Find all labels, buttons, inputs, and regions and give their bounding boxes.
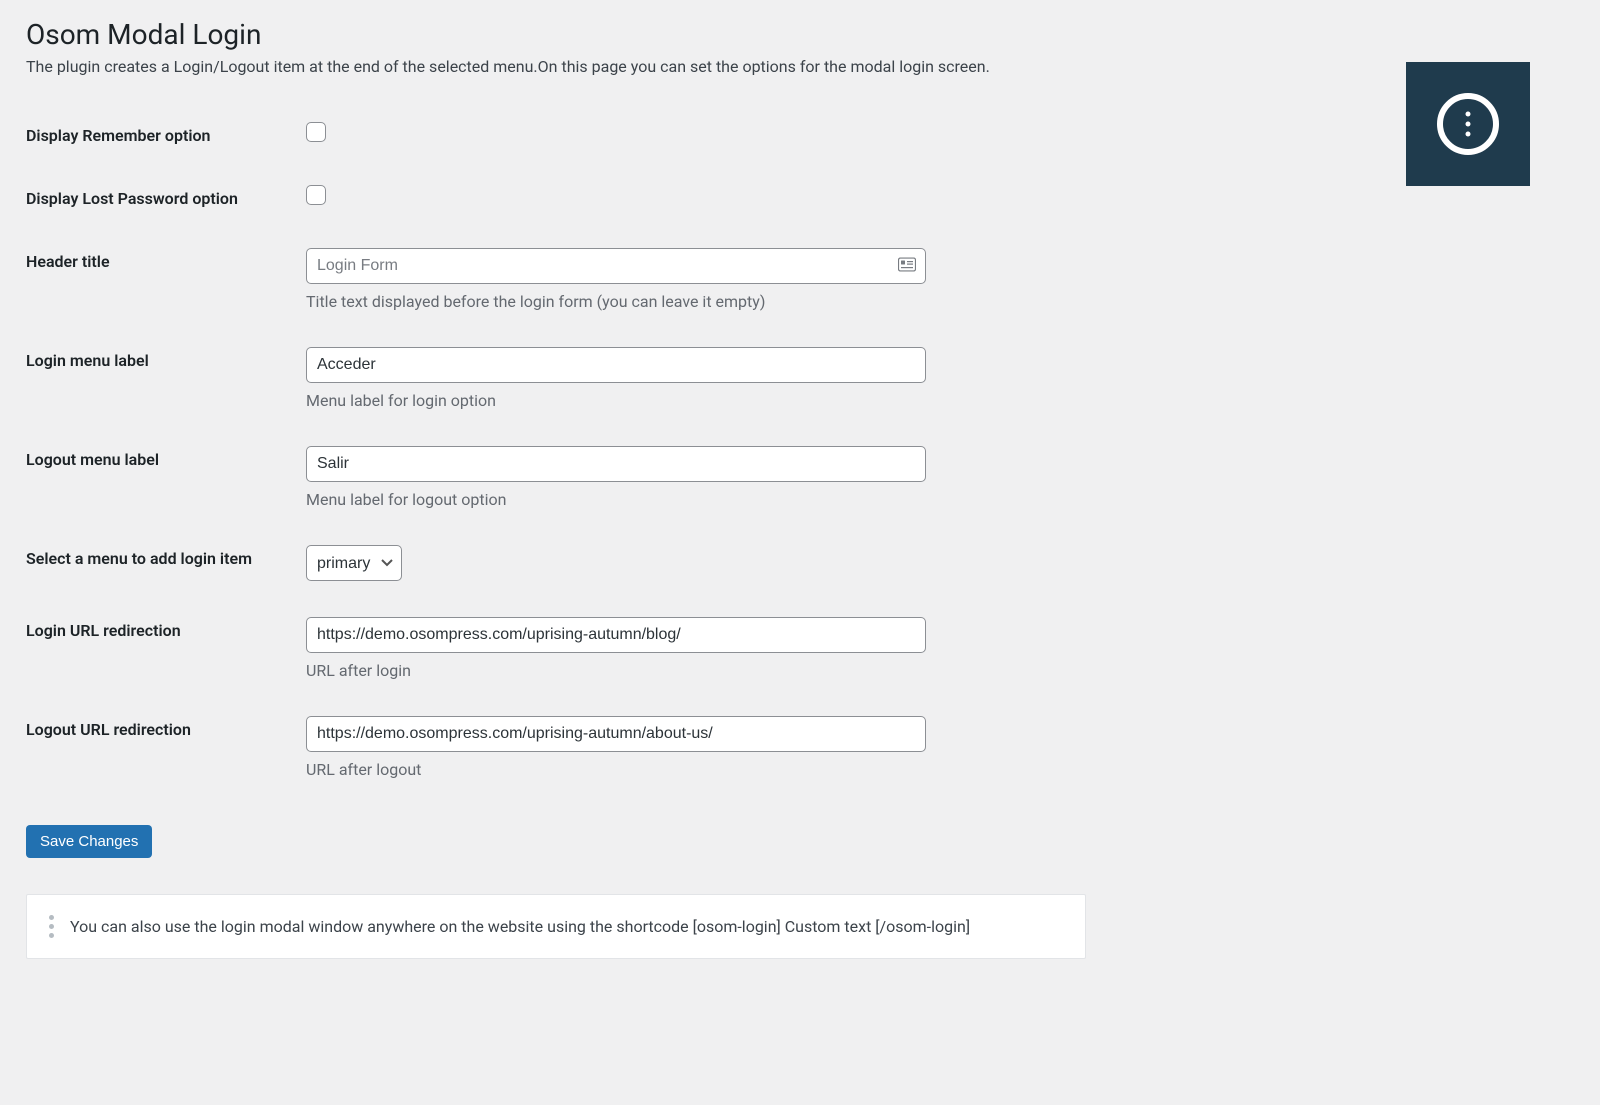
label-header-title: Header title [26,230,306,329]
row-logout-redirect: Logout URL redirection URL after logout [26,698,976,797]
label-login-redirect: Login URL redirection [26,599,306,698]
row-display-lost-password: Display Lost Password option [26,167,976,230]
shortcode-notice: You can also use the login modal window … [26,894,1086,959]
label-logout-menu-label: Logout menu label [26,428,306,527]
label-login-menu-label: Login menu label [26,329,306,428]
label-logout-redirect: Logout URL redirection [26,698,306,797]
more-vertical-icon [49,915,54,938]
plugin-logo [1406,62,1530,186]
row-logout-label: Logout menu label Menu label for logout … [26,428,976,527]
notice-text: You can also use the login modal window … [70,917,970,936]
page-description: The plugin creates a Login/Logout item a… [26,57,1076,76]
checkbox-display-remember[interactable] [306,122,326,142]
input-login-redirect[interactable] [306,617,926,653]
logo-icon [1432,88,1504,160]
desc-logout-label: Menu label for logout option [306,490,966,509]
input-header-title[interactable] [306,248,926,284]
label-menu-select: Select a menu to add login item [26,527,306,599]
desc-logout-redirect: URL after logout [306,760,966,779]
row-header-title: Header title Title text displayed before… [26,230,976,329]
row-display-remember: Display Remember option [26,104,976,167]
input-logout-redirect[interactable] [306,716,926,752]
row-login-label: Login menu label Menu label for login op… [26,329,976,428]
input-logout-label[interactable] [306,446,926,482]
row-menu-select: Select a menu to add login item primary [26,527,976,599]
checkbox-display-lost-password[interactable] [306,185,326,205]
select-menu[interactable]: primary [306,545,402,581]
save-changes-button[interactable]: Save Changes [26,825,152,858]
input-login-label[interactable] [306,347,926,383]
autofill-contacts-icon [898,257,916,276]
desc-login-label: Menu label for login option [306,391,966,410]
desc-login-redirect: URL after login [306,661,966,680]
row-login-redirect: Login URL redirection URL after login [26,599,976,698]
label-display-lost-password: Display Lost Password option [26,167,306,230]
page-title: Osom Modal Login [26,18,1574,51]
label-display-remember: Display Remember option [26,104,306,167]
desc-header-title: Title text displayed before the login fo… [306,292,966,311]
